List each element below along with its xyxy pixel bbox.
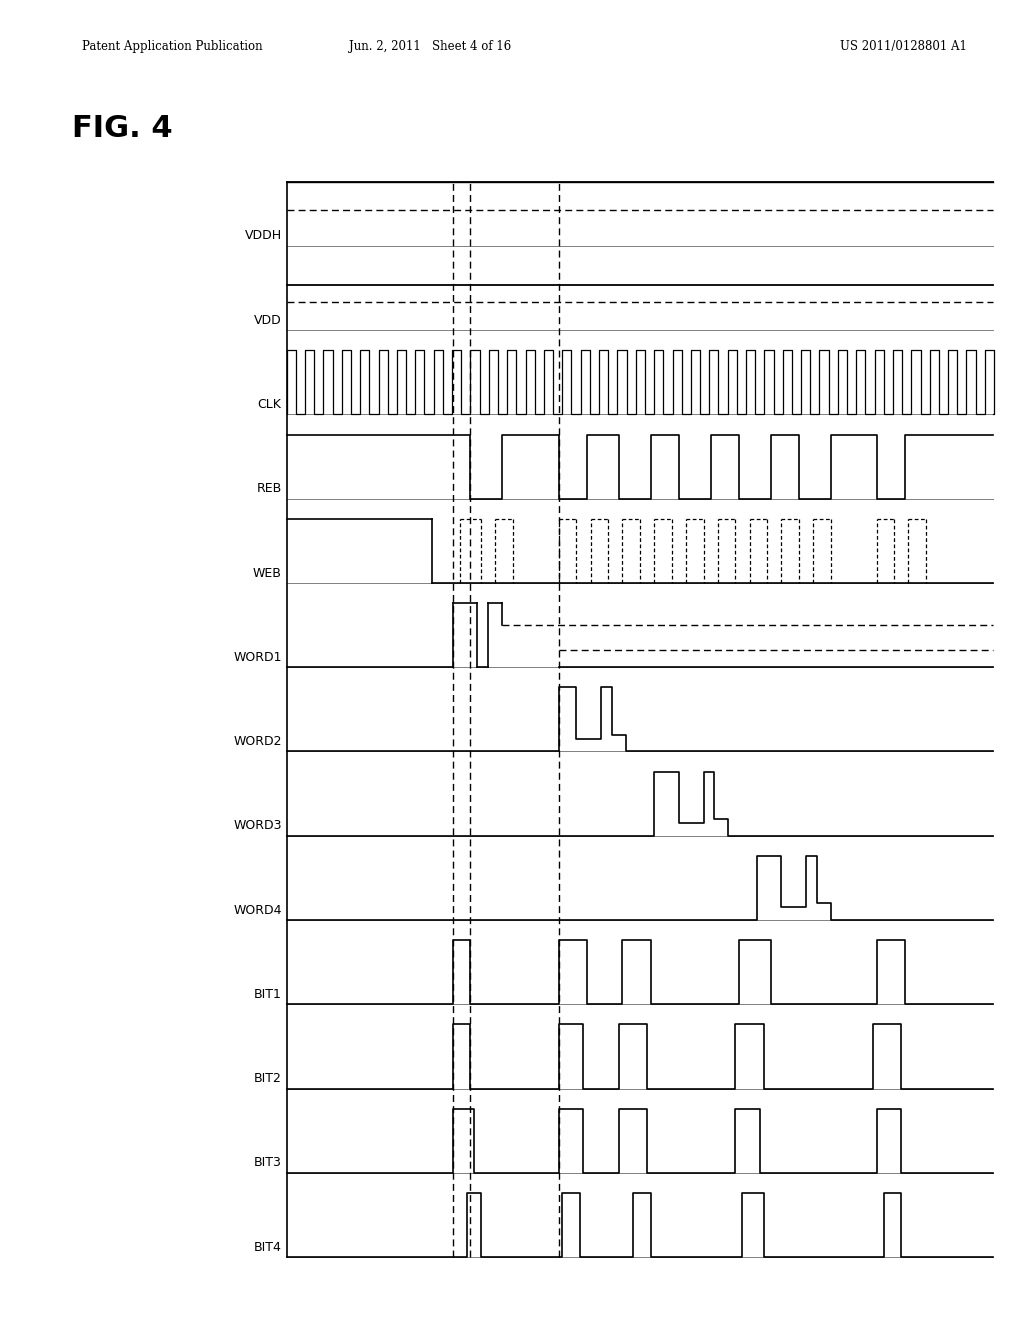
Text: WORD2: WORD2 [233, 735, 282, 748]
Text: BIT3: BIT3 [254, 1156, 282, 1170]
Text: Jun. 2, 2011   Sheet 4 of 16: Jun. 2, 2011 Sheet 4 of 16 [349, 40, 511, 53]
Text: BIT2: BIT2 [254, 1072, 282, 1085]
Text: Patent Application Publication: Patent Application Publication [82, 40, 262, 53]
Text: WORD1: WORD1 [233, 651, 282, 664]
Text: BIT1: BIT1 [254, 987, 282, 1001]
Text: VDD: VDD [254, 314, 282, 326]
Text: BIT4: BIT4 [254, 1241, 282, 1254]
Text: VDDH: VDDH [245, 230, 282, 243]
Text: WORD4: WORD4 [233, 904, 282, 916]
Text: WEB: WEB [253, 566, 282, 579]
Text: WORD3: WORD3 [233, 820, 282, 833]
Text: REB: REB [256, 482, 282, 495]
Text: CLK: CLK [258, 397, 282, 411]
Text: US 2011/0128801 A1: US 2011/0128801 A1 [840, 40, 967, 53]
Text: FIG. 4: FIG. 4 [72, 115, 172, 144]
